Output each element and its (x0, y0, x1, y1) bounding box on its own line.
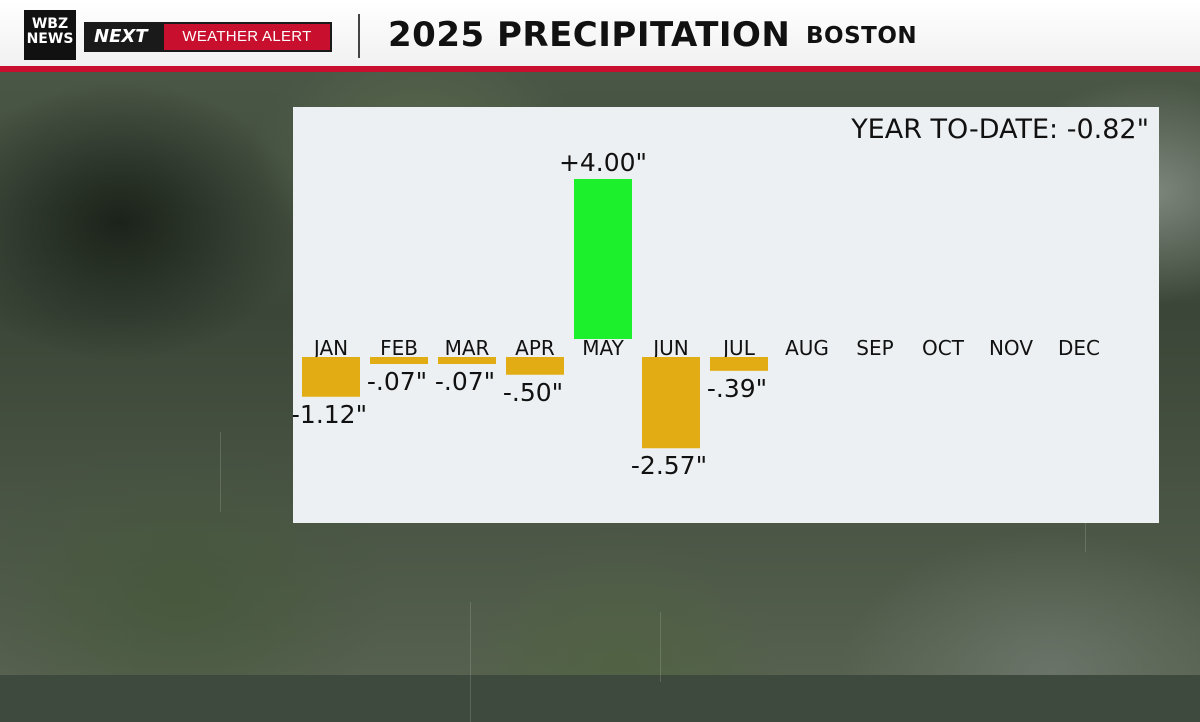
bar-jun (642, 357, 700, 449)
header-divider (358, 14, 360, 58)
month-label-jun: JUN (651, 336, 689, 360)
logo-line-2: NEWS (26, 31, 74, 47)
value-label-feb: -.07" (367, 367, 427, 396)
weather-alert-badge: NEXT WEATHER ALERT (84, 22, 332, 52)
month-label-feb: FEB (380, 336, 418, 360)
header-red-stripe (0, 66, 1200, 72)
bar-may (574, 179, 632, 339)
logo-line-1: WBZ (31, 16, 69, 32)
next-logo: NEXT (94, 26, 148, 47)
month-label-aug: AUG (785, 336, 829, 360)
precipitation-bar-chart: JAN -1.12" FEB -.07" MAR -.07" APR -.50" MAY +4.0… (293, 148, 1100, 480)
month-label-dec: DEC (1058, 336, 1100, 360)
rain-streak (220, 432, 221, 512)
year-to-date-annotation: YEAR TO-DATE: -0.82" (851, 114, 1149, 145)
rain-streak (470, 602, 471, 722)
header-banner: WBZ NEWS NEXT WEATHER ALERT 2025 PRECIPI… (0, 0, 1200, 66)
bar-jul (710, 357, 768, 371)
month-label-sep: SEP (856, 336, 893, 360)
bar-jan (302, 357, 360, 397)
month-label-jul: JUL (721, 336, 756, 360)
month-label-oct: OCT (922, 336, 965, 360)
month-label-nov: NOV (989, 336, 1033, 360)
value-label-jul: -.39" (707, 374, 767, 403)
month-label-mar: MAR (445, 336, 490, 360)
chart-panel: YEAR TO-DATE: -0.82" JAN -1.12" FEB -.07" MA… (293, 107, 1159, 523)
value-label-may: +4.00" (559, 148, 647, 177)
month-label-apr: APR (515, 336, 555, 360)
value-label-jan: -1.12" (293, 400, 367, 429)
bar-feb (370, 357, 428, 364)
value-label-apr: -.50" (503, 378, 563, 407)
month-label-jan: JAN (312, 336, 348, 360)
rain-streak (660, 612, 661, 682)
value-label-jun: -2.57" (631, 451, 707, 480)
wbz-news-logo: WBZ NEWS (24, 10, 76, 60)
location-label: BOSTON (806, 23, 918, 49)
bar-mar (438, 357, 496, 364)
value-label-mar: -.07" (435, 367, 495, 396)
month-label-may: MAY (582, 336, 624, 360)
page-title: 2025 PRECIPITATION (388, 15, 791, 55)
bar-apr (506, 357, 564, 375)
weather-alert-label: WEATHER ALERT (164, 24, 330, 50)
